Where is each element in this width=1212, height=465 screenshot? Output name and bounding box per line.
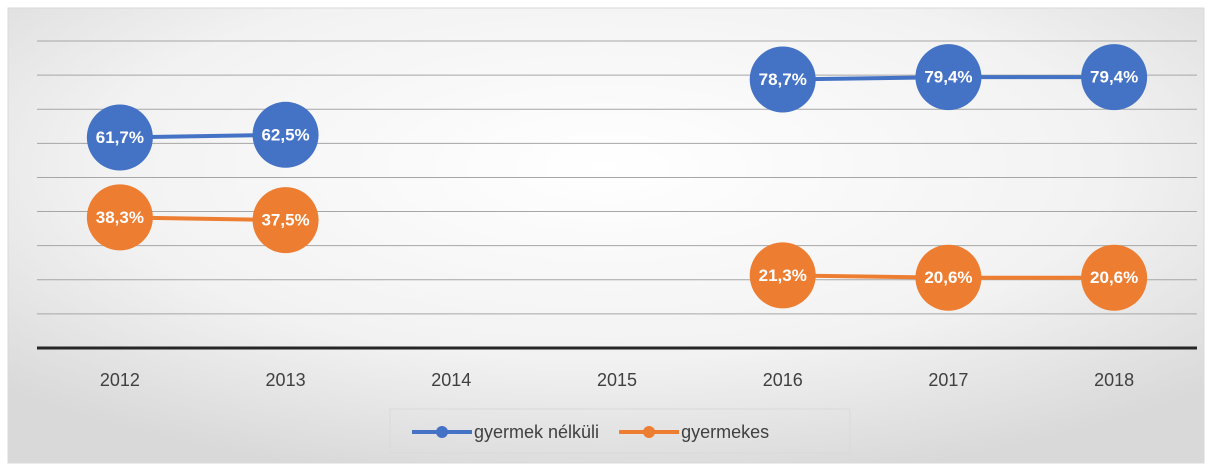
data-label: 38,3%: [96, 208, 144, 227]
legend-marker: [436, 426, 448, 438]
x-tick-label: 2012: [100, 370, 140, 390]
x-tick-label: 2018: [1094, 370, 1134, 390]
legend-label: gyermek nélküli: [474, 422, 599, 442]
data-point: [915, 44, 982, 111]
x-tick-label: 2016: [763, 370, 803, 390]
data-point: [915, 244, 982, 311]
legend-label: gyermekes: [681, 422, 769, 442]
data-point: [1081, 244, 1148, 311]
data-point: [1081, 44, 1148, 111]
x-tick-label: 2015: [597, 370, 637, 390]
data-point: [86, 184, 153, 251]
data-point: [749, 242, 816, 309]
chart-background: [7, 7, 1205, 464]
data-label: 78,7%: [759, 70, 807, 89]
data-point: [86, 104, 153, 171]
x-tick-label: 2014: [431, 370, 471, 390]
data-label: 61,7%: [96, 128, 144, 147]
data-label: 20,6%: [924, 268, 972, 287]
data-point: [252, 187, 319, 254]
data-label: 79,4%: [1090, 68, 1138, 87]
legend-marker: [643, 426, 656, 438]
x-tick-label: 2017: [928, 370, 968, 390]
legend-box: [389, 408, 851, 454]
data-label: 62,5%: [261, 125, 309, 144]
data-label: 79,4%: [924, 68, 972, 87]
data-label: 20,6%: [1090, 268, 1138, 287]
data-label: 37,5%: [261, 211, 309, 230]
data-point: [749, 46, 816, 113]
data-point: [252, 101, 319, 168]
data-label: 21,3%: [759, 266, 807, 285]
x-tick-label: 2013: [266, 370, 306, 390]
